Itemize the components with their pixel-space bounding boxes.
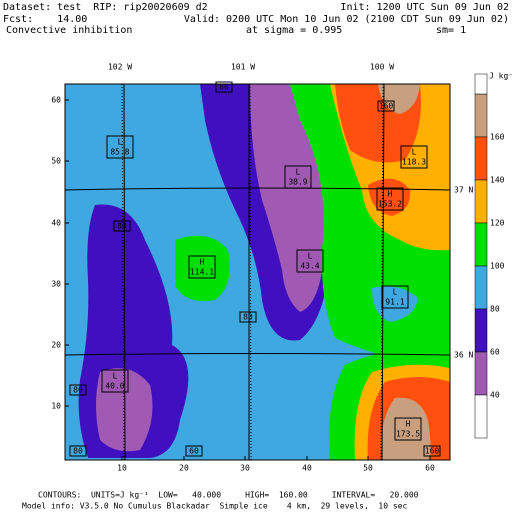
x-tick-label: 40 <box>302 464 312 473</box>
colorbar-segment <box>474 179 488 224</box>
extremum-value: 38.9 <box>288 178 307 187</box>
extremum-box <box>106 135 134 159</box>
extremum-value: 43.4 <box>300 262 319 271</box>
contour-label: 160 <box>425 447 440 456</box>
extremum-kind: H <box>388 190 393 199</box>
lat-label: 37 N <box>454 186 473 195</box>
fcst: Fcst: 14.00 <box>3 14 87 25</box>
contour-label-box <box>113 220 131 232</box>
colorbar-segment <box>474 93 488 138</box>
contour-label-box <box>423 445 441 457</box>
extremum-box <box>376 187 404 211</box>
extremum-kind: L <box>393 288 398 297</box>
extremum-value: 173.5 <box>396 430 420 439</box>
colorbar-segment <box>474 394 488 439</box>
colorbar: J kg⁻¹ 160 140 120 100 80 60 40 <box>474 72 512 439</box>
extremum-kind: H <box>200 258 205 267</box>
contour-label-box <box>69 445 87 457</box>
extremum-box <box>394 417 422 441</box>
extremum-value: 40.0 <box>105 382 124 391</box>
extremum-value: 85.8 <box>110 148 129 157</box>
extremum-kind: L <box>308 252 313 261</box>
extremum-value: 91.1 <box>385 298 404 307</box>
lon-label: 101 W <box>231 63 255 72</box>
y-tick-label: 20 <box>51 341 61 350</box>
colorbar-top <box>474 73 488 95</box>
contour-label-box <box>215 81 233 93</box>
extremum-box <box>101 369 129 393</box>
colorbar-label: 120 <box>490 219 505 228</box>
y-tick-label: 30 <box>51 280 61 289</box>
contour-info: CONTOURS: UNITS=J kg⁻¹ LOW= 40.000 HIGH=… <box>38 491 419 500</box>
extremum-kind: L <box>113 372 118 381</box>
y-tick-label: 50 <box>51 157 61 166</box>
colorbar-segment <box>474 136 488 181</box>
smooth: sm= 1 <box>436 25 466 36</box>
x-tick-label: 10 <box>117 464 127 473</box>
colorbar-unit: J kg⁻¹ <box>489 72 512 81</box>
contour-label: 60 <box>189 447 199 456</box>
colorbar-label: 140 <box>490 176 505 185</box>
extremum-box <box>188 255 216 279</box>
contour-label: 80 <box>117 222 127 231</box>
x-tick-label: 30 <box>240 464 250 473</box>
colorbar-segment <box>474 265 488 310</box>
contour-label: 160 <box>379 102 394 111</box>
contour-label-box <box>185 445 203 457</box>
colorbar-label: 60 <box>490 348 500 357</box>
contour-label-box <box>69 384 87 396</box>
x-tick-label: 50 <box>363 464 373 473</box>
contour-label-box <box>239 311 257 323</box>
contour-label-box <box>377 100 395 112</box>
extremum-kind: L <box>412 148 417 157</box>
colorbar-label: 80 <box>490 305 500 314</box>
axes: 60 50 40 30 20 10 10 20 30 40 50 60 102 W 101 W 100 W 3… <box>51 63 473 473</box>
colorbar-label: 100 <box>490 262 505 271</box>
extremum-value: 114.1 <box>190 268 214 277</box>
lon-label: 102 W <box>108 63 132 72</box>
field: Convective inhibition <box>6 25 132 36</box>
contour-label: 80 <box>219 83 229 92</box>
dataset: Dataset: test RIP: rip20020609 d2 <box>3 2 208 13</box>
x-tick-label: 20 <box>179 464 189 473</box>
x-tick-label: 60 <box>425 464 435 473</box>
extremum-box <box>400 145 428 169</box>
model-info: Model info: V3.5.0 No Cumulus Blackadar … <box>22 502 407 511</box>
extremum-value: 153.2 <box>378 200 402 209</box>
contour-label: 80 <box>73 386 83 395</box>
colorbar-segment <box>474 222 488 267</box>
colorbar-label: 160 <box>490 133 505 142</box>
colorbar-segment <box>474 351 488 396</box>
init: Init: 1200 UTC Sun 09 Jun 02 <box>340 2 509 13</box>
lat-label: 36 N <box>454 351 473 360</box>
contour-label: 80 <box>243 313 253 322</box>
extremum-kind: L <box>296 168 301 177</box>
valid: Valid: 0200 UTC Mon 10 Jun 02 (2100 CDT … <box>184 14 509 25</box>
map-labels: L85.8L38.9L118.3H153.2H114.1L43.4L91.1L4… <box>69 81 441 457</box>
colorbar-label: 40 <box>490 391 500 400</box>
y-tick-label: 10 <box>51 402 61 411</box>
contour-fill <box>65 84 450 460</box>
colorbar-segment <box>474 308 488 353</box>
level: at sigma = 0.995 <box>246 25 342 36</box>
y-tick-label: 40 <box>51 219 61 228</box>
y-tick-label: 60 <box>51 96 61 105</box>
map-grid <box>64 83 451 461</box>
extremum-box <box>296 249 324 273</box>
extremum-kind: L <box>118 138 123 147</box>
lon-label: 100 W <box>370 63 394 72</box>
extremum-kind: H <box>406 420 411 429</box>
extremum-box <box>381 285 409 309</box>
extremum-box <box>284 165 312 189</box>
contour-label: 80 <box>73 447 83 456</box>
extremum-value: 118.3 <box>402 158 426 167</box>
